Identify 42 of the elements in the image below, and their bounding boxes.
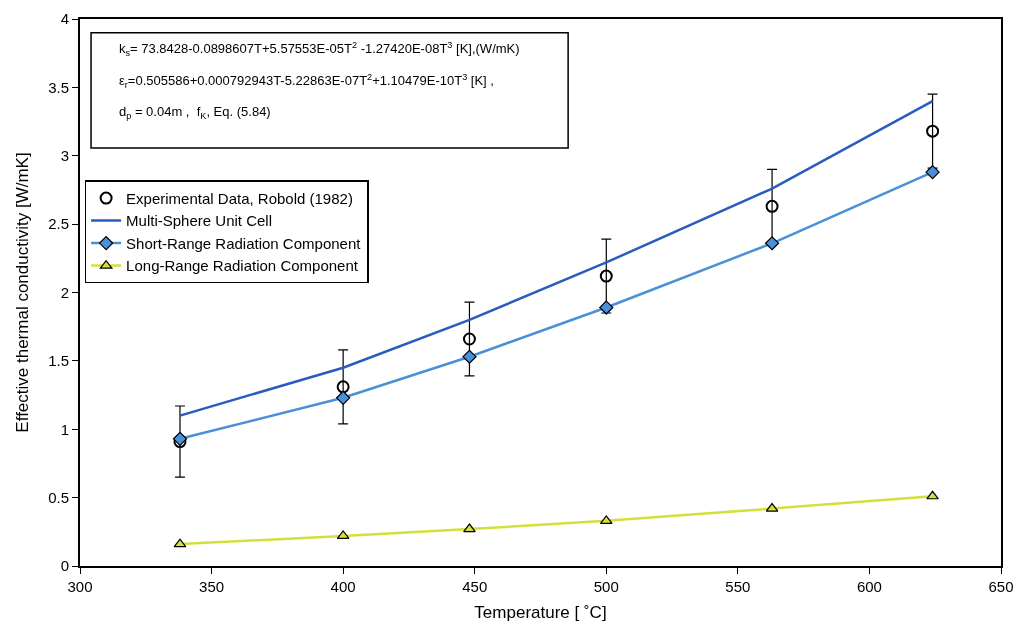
point <box>462 349 477 364</box>
point <box>336 530 350 540</box>
point <box>765 199 779 213</box>
point <box>336 390 351 405</box>
x-axis-title: Temperature [ ˚C] <box>474 602 607 622</box>
point <box>172 431 188 446</box>
y-tick-label: 1 <box>60 420 69 438</box>
y-tick-label: 0 <box>60 557 69 575</box>
annotation: ε$_{r}$=0.505586+0.000792943T-5.22863E-07T$^{2}$+1.10479E-10T$^{3}$ [K] , <box>119 72 494 91</box>
point <box>173 538 187 548</box>
y-tick-label: 1.5 <box>48 352 69 370</box>
point <box>926 124 940 138</box>
annotation: k$_{s}$= 73.8428-0.0898607T+5.57553E-05T$^{2}$ -1.27420E-08T$^{3}$ [K],(W/mK) <box>119 40 520 59</box>
legend-label: Long-Range Radiation Component <box>126 257 359 275</box>
y-tick-label: 0.5 <box>48 488 69 506</box>
x-tick-label: 550 <box>725 578 751 595</box>
point <box>463 523 476 533</box>
x-tick-label: 500 <box>593 578 619 595</box>
y-axis-title: Effective thermal conductivity [W/mK] <box>13 152 33 433</box>
x-tick-label: 300 <box>67 578 93 595</box>
y-tick-label: 3.5 <box>48 78 69 96</box>
legend-label: Experimental Data, Robold (1982) <box>126 189 353 207</box>
x-tick-label: 600 <box>856 578 882 595</box>
y-tick-label: 3 <box>60 147 69 164</box>
y-tick-label: 2 <box>60 283 69 301</box>
x-tick-label: 400 <box>330 578 356 595</box>
legend-label: Multi-Sphere Unit Cell <box>126 212 272 230</box>
point <box>599 300 614 315</box>
point <box>336 380 350 394</box>
point <box>765 502 779 512</box>
point <box>764 236 780 251</box>
annotation: d$_{p}$ = 0.04m , f$_{K}$, Eq. (5.84) <box>119 104 271 121</box>
x-tick-label: 450 <box>462 578 488 595</box>
x-tick-label: 650 <box>988 578 1014 595</box>
y-tick-label: 2.5 <box>48 215 69 233</box>
x-tick-label: 350 <box>199 578 225 595</box>
point <box>462 332 476 346</box>
y-tick-label: 4 <box>60 10 69 28</box>
point <box>925 165 940 180</box>
legend-label: Short-Range Radiation Component <box>126 234 362 252</box>
point <box>599 269 613 283</box>
point <box>926 490 939 500</box>
